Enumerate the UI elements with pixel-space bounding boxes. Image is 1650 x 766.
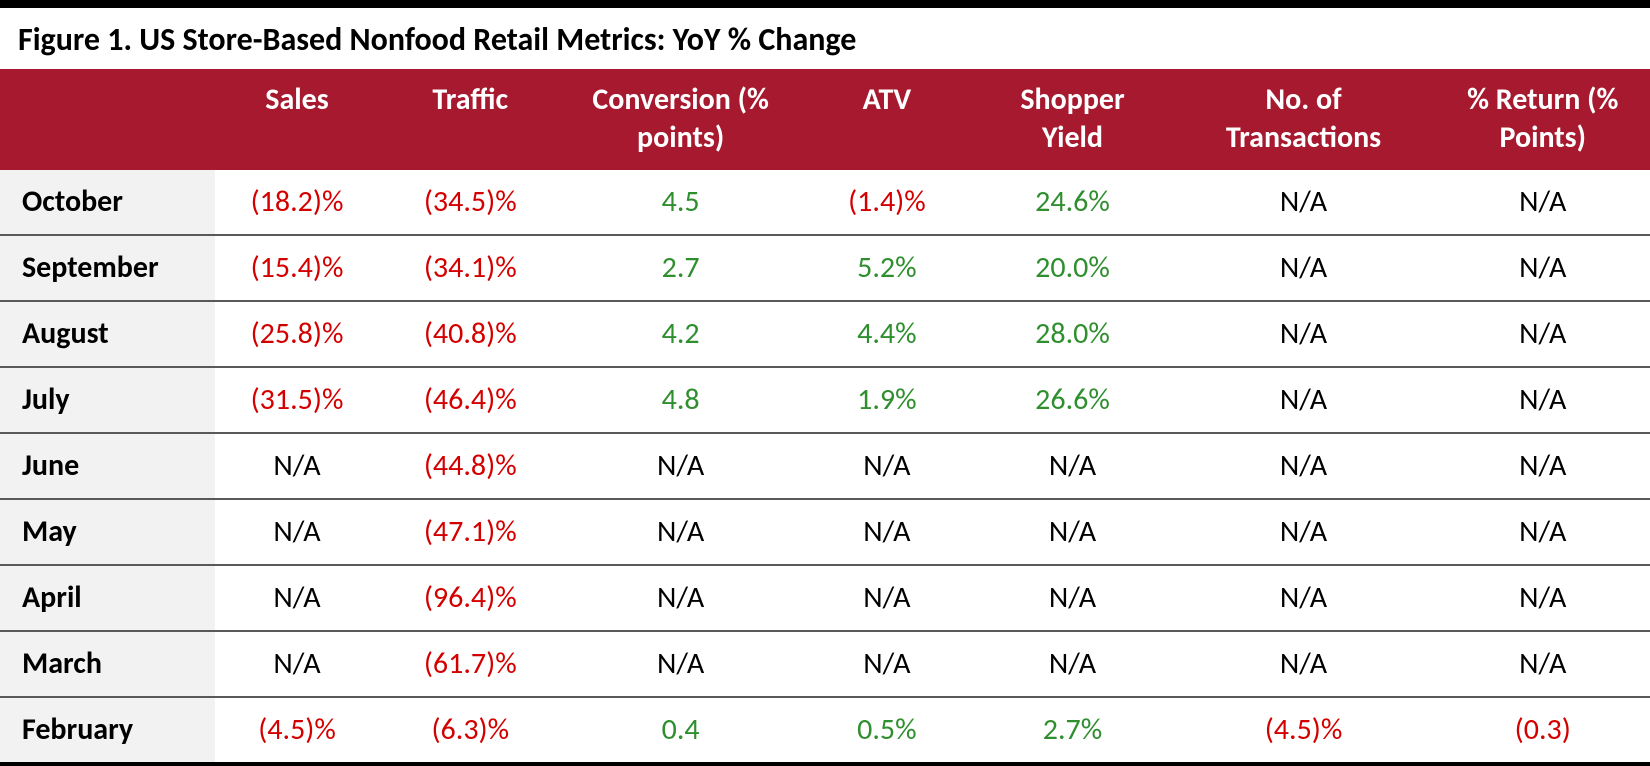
row-label: October bbox=[0, 170, 215, 235]
col-header-atv: ATV bbox=[800, 69, 973, 170]
cell-traffic: (6.3)% bbox=[380, 697, 562, 764]
cell-ntx: N/A bbox=[1172, 433, 1436, 499]
cell-sales: N/A bbox=[215, 433, 380, 499]
cell-ntx: N/A bbox=[1172, 235, 1436, 301]
cell-yield: N/A bbox=[974, 499, 1172, 565]
cell-traffic: (61.7)% bbox=[380, 631, 562, 697]
cell-conv: 4.2 bbox=[561, 301, 800, 367]
table-body: October(18.2)%(34.5)%4.5(1.4)%24.6%N/AN/… bbox=[0, 170, 1650, 764]
col-header-conv: Conversion (% points) bbox=[561, 69, 800, 170]
figure-container: Figure 1. US Store-Based Nonfood Retail … bbox=[0, 0, 1650, 766]
cell-yield: 2.7% bbox=[974, 697, 1172, 764]
cell-sales: N/A bbox=[215, 565, 380, 631]
col-header-sales: Sales bbox=[215, 69, 380, 170]
cell-ntx: N/A bbox=[1172, 170, 1436, 235]
cell-conv: N/A bbox=[561, 433, 800, 499]
cell-sales: (15.4)% bbox=[215, 235, 380, 301]
cell-atv: 4.4% bbox=[800, 301, 973, 367]
cell-ntx: N/A bbox=[1172, 631, 1436, 697]
col-header-return: % Return (% Points) bbox=[1436, 69, 1650, 170]
cell-return: N/A bbox=[1436, 367, 1650, 433]
cell-sales: (18.2)% bbox=[215, 170, 380, 235]
cell-traffic: (34.1)% bbox=[380, 235, 562, 301]
cell-ntx: N/A bbox=[1172, 367, 1436, 433]
cell-return: N/A bbox=[1436, 170, 1650, 235]
cell-ntx: (4.5)% bbox=[1172, 697, 1436, 764]
cell-traffic: (44.8)% bbox=[380, 433, 562, 499]
col-header-yield: Shopper Yield bbox=[974, 69, 1172, 170]
cell-conv: N/A bbox=[561, 565, 800, 631]
cell-atv: (1.4)% bbox=[800, 170, 973, 235]
table-row: MayN/A(47.1)%N/AN/AN/AN/AN/A bbox=[0, 499, 1650, 565]
row-label: May bbox=[0, 499, 215, 565]
row-label: March bbox=[0, 631, 215, 697]
cell-atv: N/A bbox=[800, 565, 973, 631]
row-label: August bbox=[0, 301, 215, 367]
cell-conv: N/A bbox=[561, 631, 800, 697]
cell-return: N/A bbox=[1436, 301, 1650, 367]
col-header-traffic: Traffic bbox=[380, 69, 562, 170]
figure-title: Figure 1. US Store-Based Nonfood Retail … bbox=[0, 8, 1650, 69]
cell-yield: N/A bbox=[974, 433, 1172, 499]
cell-return: N/A bbox=[1436, 499, 1650, 565]
cell-ntx: N/A bbox=[1172, 565, 1436, 631]
cell-return: (0.3) bbox=[1436, 697, 1650, 764]
col-header-ntx: No. of Transactions bbox=[1172, 69, 1436, 170]
cell-atv: 5.2% bbox=[800, 235, 973, 301]
cell-conv: N/A bbox=[561, 499, 800, 565]
cell-traffic: (40.8)% bbox=[380, 301, 562, 367]
cell-atv: 0.5% bbox=[800, 697, 973, 764]
table-header: Sales Traffic Conversion (% points) ATV … bbox=[0, 69, 1650, 170]
col-header-blank bbox=[0, 69, 215, 170]
cell-yield: N/A bbox=[974, 631, 1172, 697]
cell-yield: 26.6% bbox=[974, 367, 1172, 433]
table-row: AprilN/A(96.4)%N/AN/AN/AN/AN/A bbox=[0, 565, 1650, 631]
cell-conv: 4.5 bbox=[561, 170, 800, 235]
cell-conv: 2.7 bbox=[561, 235, 800, 301]
cell-atv: 1.9% bbox=[800, 367, 973, 433]
row-label: July bbox=[0, 367, 215, 433]
cell-return: N/A bbox=[1436, 235, 1650, 301]
cell-atv: N/A bbox=[800, 499, 973, 565]
cell-traffic: (96.4)% bbox=[380, 565, 562, 631]
table-row: August(25.8)%(40.8)%4.24.4%28.0%N/AN/A bbox=[0, 301, 1650, 367]
row-label: June bbox=[0, 433, 215, 499]
cell-yield: 24.6% bbox=[974, 170, 1172, 235]
cell-conv: 4.8 bbox=[561, 367, 800, 433]
cell-ntx: N/A bbox=[1172, 499, 1436, 565]
row-label: September bbox=[0, 235, 215, 301]
top-rule bbox=[0, 0, 1650, 8]
table-row: February(4.5)%(6.3)%0.40.5%2.7%(4.5)%(0.… bbox=[0, 697, 1650, 764]
table-row: October(18.2)%(34.5)%4.5(1.4)%24.6%N/AN/… bbox=[0, 170, 1650, 235]
table-header-row: Sales Traffic Conversion (% points) ATV … bbox=[0, 69, 1650, 170]
cell-atv: N/A bbox=[800, 433, 973, 499]
cell-traffic: (46.4)% bbox=[380, 367, 562, 433]
cell-traffic: (34.5)% bbox=[380, 170, 562, 235]
table-row: MarchN/A(61.7)%N/AN/AN/AN/AN/A bbox=[0, 631, 1650, 697]
cell-return: N/A bbox=[1436, 565, 1650, 631]
cell-return: N/A bbox=[1436, 631, 1650, 697]
cell-sales: (25.8)% bbox=[215, 301, 380, 367]
table-row: July(31.5)%(46.4)%4.81.9%26.6%N/AN/A bbox=[0, 367, 1650, 433]
cell-return: N/A bbox=[1436, 433, 1650, 499]
cell-yield: 20.0% bbox=[974, 235, 1172, 301]
table-row: September(15.4)%(34.1)%2.75.2%20.0%N/AN/… bbox=[0, 235, 1650, 301]
table-row: JuneN/A(44.8)%N/AN/AN/AN/AN/A bbox=[0, 433, 1650, 499]
cell-sales: N/A bbox=[215, 499, 380, 565]
row-label: February bbox=[0, 697, 215, 764]
cell-atv: N/A bbox=[800, 631, 973, 697]
cell-ntx: N/A bbox=[1172, 301, 1436, 367]
cell-sales: N/A bbox=[215, 631, 380, 697]
cell-traffic: (47.1)% bbox=[380, 499, 562, 565]
cell-sales: (4.5)% bbox=[215, 697, 380, 764]
cell-yield: N/A bbox=[974, 565, 1172, 631]
cell-conv: 0.4 bbox=[561, 697, 800, 764]
cell-yield: 28.0% bbox=[974, 301, 1172, 367]
metrics-table: Sales Traffic Conversion (% points) ATV … bbox=[0, 69, 1650, 766]
row-label: April bbox=[0, 565, 215, 631]
cell-sales: (31.5)% bbox=[215, 367, 380, 433]
